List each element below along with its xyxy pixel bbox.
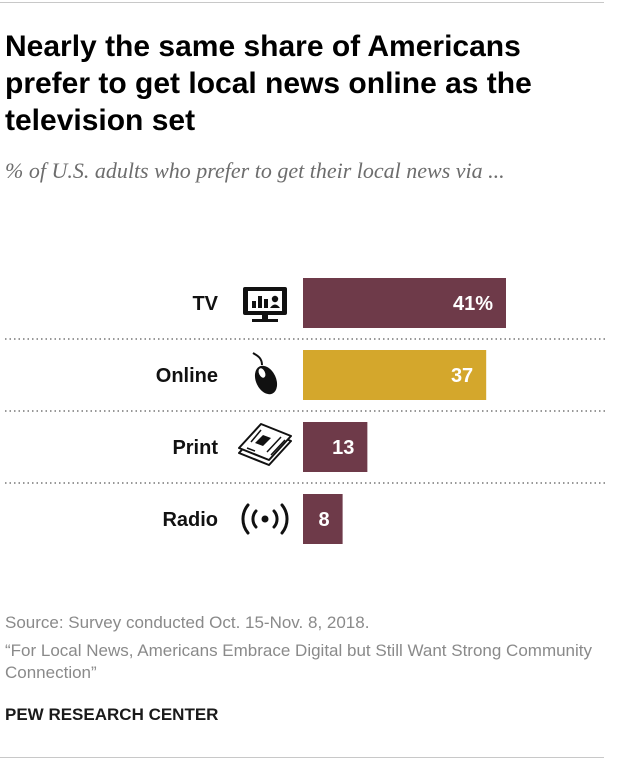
value-label-online: 37 — [451, 365, 473, 387]
category-label-radio: Radio — [162, 509, 218, 531]
source-note: Source: Survey conducted Oct. 15-Nov. 8,… — [5, 613, 370, 632]
value-label-tv: 41% — [453, 293, 493, 315]
pew-research-center-logo: PEW RESEARCH CENTER — [5, 705, 219, 724]
report-citation: “For Local News, Americans Embrace Digit… — [5, 641, 593, 682]
chart-title: Nearly the same share of Americans prefe… — [5, 30, 532, 137]
tv-icon — [243, 287, 287, 322]
value-label-radio: 8 — [318, 509, 329, 531]
newspaper-icon — [238, 423, 292, 466]
bar-chart: TV 41% Online 37 Print 13 Radio 8 — [5, 278, 608, 544]
category-label-online: Online — [156, 365, 218, 387]
bar-print — [303, 422, 368, 472]
category-label-tv: TV — [192, 293, 218, 315]
top-rule — [0, 2, 604, 3]
value-label-print: 13 — [332, 437, 354, 459]
bottom-rule — [0, 757, 604, 758]
bar-tv — [303, 278, 506, 328]
chart-subtitle: % of U.S. adults who prefer to get their… — [5, 158, 505, 183]
bar-online — [303, 350, 487, 400]
radio-waves-icon — [241, 503, 289, 535]
mouse-icon — [252, 352, 278, 395]
category-label-print: Print — [172, 437, 218, 459]
bar-radio — [303, 494, 343, 544]
